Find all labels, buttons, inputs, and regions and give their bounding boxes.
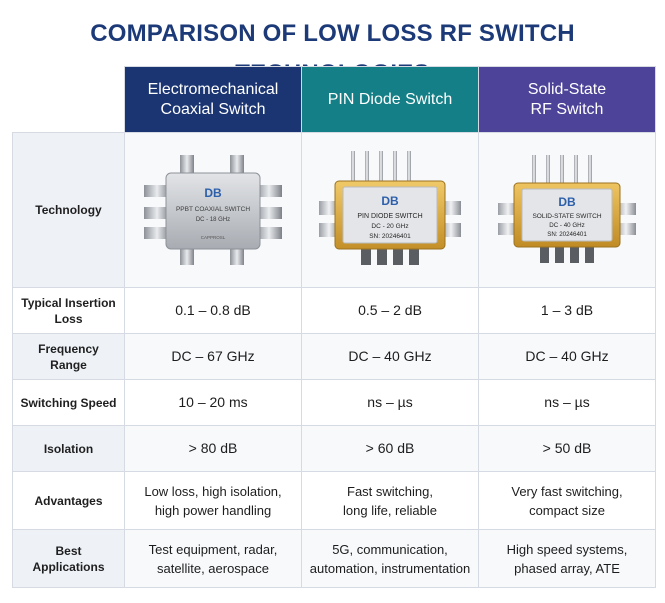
device-label-line: SN: 20246401 — [369, 233, 411, 240]
row-label-text: Switching Speed — [20, 395, 117, 410]
device-image-solid-state: DB SOLID-STATE SWITCH DC - 40 GHz SN: 20… — [478, 132, 656, 288]
device-logo: DB — [381, 194, 399, 208]
column-header-electromechanical: Electromechanical Coaxial Switch — [124, 66, 302, 133]
cell-text: Fast switching, — [347, 483, 433, 499]
cell-text: ns – µs — [367, 394, 413, 410]
table-cell: Very fast switching, compact size — [478, 471, 656, 530]
cell-text: 1 – 3 dB — [540, 302, 594, 318]
device-logo: DB — [204, 186, 222, 200]
cell-text: high power handling — [154, 502, 272, 518]
table-cell: > 60 dB — [301, 425, 479, 472]
solid-state-switch-image: DB SOLID-STATE SWITCH DC - 40 GHz SN: 20… — [498, 155, 636, 263]
row-label-text: Isolation — [43, 441, 94, 456]
column-header-solid-state: Solid-State RF Switch — [478, 66, 656, 133]
table-cell: DC – 67 GHz — [124, 333, 302, 380]
row-label-isolation: Isolation — [12, 425, 125, 472]
row-label-text: Loss — [54, 311, 83, 326]
column-header-line: Coaxial Switch — [160, 100, 266, 118]
device-label-line: PPBT COAXIAL SWITCH — [176, 206, 250, 213]
column-header-line: Electromechanical — [147, 80, 279, 98]
table-cell: ns – µs — [478, 379, 656, 426]
table-row: Frequency Range DC – 67 GHz DC – 40 GHz … — [12, 333, 656, 380]
cell-text: > 60 dB — [365, 440, 415, 456]
column-header-line: PIN Diode Switch — [327, 90, 453, 108]
device-label-line: SOLID-STATE SWITCH — [532, 213, 601, 220]
cell-text: 5G, communication, — [332, 541, 448, 557]
cell-text: 0.5 – 2 dB — [358, 302, 422, 318]
table-row: Isolation > 80 dB > 60 dB > 50 dB — [12, 425, 656, 472]
device-label-line: SN: 20246401 — [547, 231, 587, 238]
device-label-line: CAPPROSL — [201, 235, 226, 240]
coaxial-switch-image: DB PPBT COAXIAL SWITCH DC - 18 GHz CAPPR… — [144, 155, 282, 265]
device-label-line: DC - 18 GHz — [196, 217, 230, 223]
row-label-text: Advantages — [34, 493, 103, 508]
table-cell: Test equipment, radar, satellite, aerosp… — [124, 529, 302, 588]
table-cell: 10 – 20 ms — [124, 379, 302, 426]
device-image-electromechanical: DB PPBT COAXIAL SWITCH DC - 18 GHz CAPPR… — [124, 132, 302, 288]
device-label-line: PIN DIODE SWITCH — [357, 213, 422, 220]
pin-diode-switch-image: DB PIN DIODE SWITCH DC - 20 GHz SN: 2024… — [319, 151, 461, 265]
row-label-text: Best Applications — [32, 543, 105, 574]
table-cell: High speed systems, phased array, ATE — [478, 529, 656, 588]
row-label-advantages: Advantages — [12, 471, 125, 530]
cell-text: Very fast switching, — [511, 483, 623, 499]
technology-row: Technology — [12, 132, 656, 288]
device-label-line: DC - 40 GHz — [549, 222, 584, 229]
cell-text: DC – 40 GHz — [348, 348, 432, 364]
table-row: Switching Speed 10 – 20 ms ns – µs ns – … — [12, 379, 656, 426]
device-image-pin-diode: DB PIN DIODE SWITCH DC - 20 GHz SN: 2024… — [301, 132, 479, 288]
page-title: COMPARISON OF LOW LOSS RF SWITCH TECHNOL… — [90, 20, 575, 87]
header-corner — [12, 66, 125, 133]
row-label-switching-speed: Switching Speed — [12, 379, 125, 426]
table-cell: 0.5 – 2 dB — [301, 287, 479, 334]
device-logo: DB — [558, 195, 576, 209]
row-label-technology: Technology — [12, 132, 125, 288]
row-label-frequency-range: Frequency Range — [12, 333, 125, 380]
cell-text: ns – µs — [544, 394, 590, 410]
row-label-best-applications: Best Applications — [12, 529, 125, 588]
table-cell: 1 – 3 dB — [478, 287, 656, 334]
cell-text: compact size — [529, 502, 605, 518]
cell-text: 0.1 – 0.8 dB — [175, 302, 251, 318]
cell-text: > 50 dB — [542, 440, 592, 456]
row-label-text: Technology — [35, 203, 102, 217]
row-label-insertion-loss: Typical Insertion Loss — [12, 287, 125, 334]
cell-text: automation, instrumentation — [309, 560, 471, 576]
cell-text: High speed systems, — [506, 541, 628, 557]
table-cell: > 50 dB — [478, 425, 656, 472]
table-row: Typical Insertion Loss 0.1 – 0.8 dB 0.5 … — [12, 287, 656, 334]
cell-text: long life, reliable — [343, 502, 437, 518]
device-label-line: DC - 20 GHz — [371, 223, 408, 230]
column-header-line: RF Switch — [530, 100, 604, 118]
table-cell: ns – µs — [301, 379, 479, 426]
row-label-text: Frequency Range — [38, 341, 99, 372]
cell-text: Test equipment, radar, — [148, 541, 278, 557]
cell-text: phased array, ATE — [514, 560, 620, 576]
cell-text: Low loss, high isolation, — [144, 483, 282, 499]
table-cell: DC – 40 GHz — [478, 333, 656, 380]
cell-text: satellite, aerospace — [156, 560, 269, 576]
table-cell: DC – 40 GHz — [301, 333, 479, 380]
cell-text: DC – 67 GHz — [171, 348, 255, 364]
table-row: Best Applications Test equipment, radar,… — [12, 529, 656, 588]
cell-text: > 80 dB — [188, 440, 238, 456]
row-label-text: Typical Insertion — [21, 295, 116, 310]
table-cell: Low loss, high isolation, high power han… — [124, 471, 302, 530]
table-row: Advantages Low loss, high isolation, hig… — [12, 471, 656, 530]
header-row: Electromechanical Coaxial Switch PIN Dio… — [12, 66, 656, 133]
comparison-table: Electromechanical Coaxial Switch PIN Dio… — [12, 66, 656, 588]
table-cell: > 80 dB — [124, 425, 302, 472]
cell-text: 10 – 20 ms — [178, 394, 248, 410]
cell-text: DC – 40 GHz — [525, 348, 609, 364]
column-header-pin-diode: PIN Diode Switch — [301, 66, 479, 133]
table-cell: 5G, communication, automation, instrumen… — [301, 529, 479, 588]
table-cell: 0.1 – 0.8 dB — [124, 287, 302, 334]
column-header-line: Solid-State — [527, 80, 607, 98]
table-cell: Fast switching, long life, reliable — [301, 471, 479, 530]
